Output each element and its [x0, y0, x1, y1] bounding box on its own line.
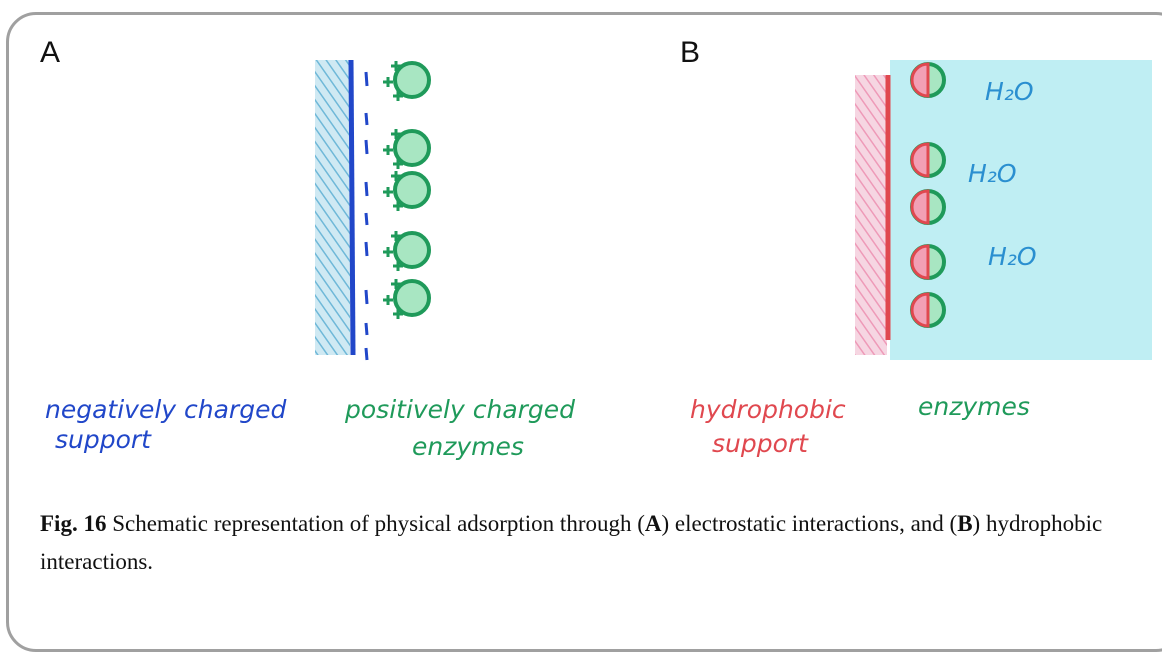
enzymes	[910, 62, 946, 328]
plus-sign	[391, 279, 401, 289]
minus-sign	[364, 347, 369, 361]
water-label: H₂O	[968, 159, 1017, 188]
water-label: H₂O	[985, 77, 1034, 106]
plus-sign	[393, 309, 403, 319]
enzyme	[393, 279, 431, 317]
water-label: H₂O	[988, 242, 1037, 271]
plus-sign	[393, 201, 403, 211]
plus-sign	[383, 187, 393, 197]
caption-text: Schematic representation of physical ads…	[106, 511, 645, 536]
minus-sign	[364, 212, 369, 226]
caption-ref: B	[957, 511, 973, 536]
plus-sign	[391, 231, 401, 241]
minus-sign	[364, 322, 369, 336]
caption: Fig. 16 Schematic representation of phys…	[40, 505, 1140, 581]
enzyme	[393, 231, 431, 269]
label: hydrophobic	[690, 395, 846, 424]
minus-sign	[364, 289, 369, 305]
enzyme	[393, 61, 431, 99]
minus-sign	[364, 112, 369, 126]
plus-sign	[391, 61, 401, 71]
hydrophobic-patch	[910, 142, 930, 178]
plus-sign	[393, 261, 403, 271]
hydrophobic-patch	[910, 244, 930, 280]
caption-text: ) electrostatic interactions, and (	[661, 511, 958, 536]
label: negatively charged	[45, 395, 286, 424]
plus-sign	[383, 145, 393, 155]
enzyme	[393, 129, 431, 167]
caption-label: Fig. 16	[40, 511, 107, 536]
plus-sign	[391, 129, 401, 139]
figure: A B H₂O H₂O H₂O negatively charged suppo…	[40, 36, 1152, 461]
hydrophobic-patch	[910, 62, 930, 98]
minus-sign	[364, 241, 369, 257]
hydrophobic-patch	[910, 189, 930, 225]
minus-sign	[364, 139, 369, 155]
plus-sign	[391, 171, 401, 181]
label: enzymes	[918, 392, 1030, 421]
label: enzymes	[412, 432, 524, 461]
label: support	[712, 429, 809, 458]
enzymes	[364, 61, 431, 361]
label: positively charged	[344, 395, 575, 424]
plus-sign	[383, 295, 393, 305]
panel-letter: B	[680, 36, 700, 69]
caption-text: ) hydrophobic interactions.	[40, 511, 1103, 574]
support-line	[348, 59, 356, 356]
enzyme	[393, 171, 431, 209]
caption-ref: A	[644, 511, 662, 536]
minus-sign	[364, 181, 369, 197]
plus-sign	[393, 91, 403, 101]
minus-sign	[364, 71, 369, 87]
support	[315, 60, 350, 355]
plus-sign	[383, 247, 393, 257]
hydrophobic-patch	[910, 292, 930, 328]
label: support	[55, 425, 152, 454]
support	[855, 75, 887, 355]
plus-sign	[383, 77, 393, 87]
plus-sign	[393, 159, 403, 169]
panel-letter: A	[40, 36, 60, 69]
